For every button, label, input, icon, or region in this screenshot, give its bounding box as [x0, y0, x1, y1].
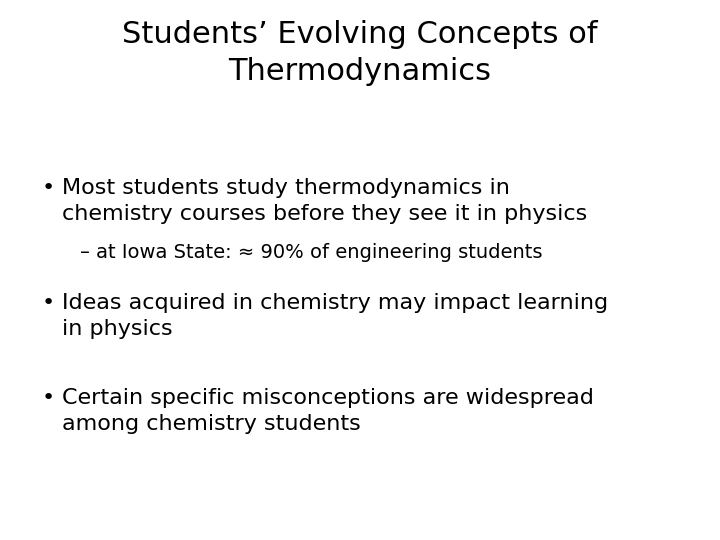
Text: •: • — [42, 388, 55, 408]
Text: Students’ Evolving Concepts of
Thermodynamics: Students’ Evolving Concepts of Thermodyn… — [122, 20, 598, 86]
Text: Most students study thermodynamics in
chemistry courses before they see it in ph: Most students study thermodynamics in ch… — [62, 178, 588, 225]
Text: – at Iowa State: ≈ 90% of engineering students: – at Iowa State: ≈ 90% of engineering st… — [80, 243, 542, 262]
Text: •: • — [42, 293, 55, 313]
Text: •: • — [42, 178, 55, 198]
Text: Certain specific misconceptions are widespread
among chemistry students: Certain specific misconceptions are wide… — [62, 388, 594, 434]
Text: Ideas acquired in chemistry may impact learning
in physics: Ideas acquired in chemistry may impact l… — [62, 293, 608, 340]
